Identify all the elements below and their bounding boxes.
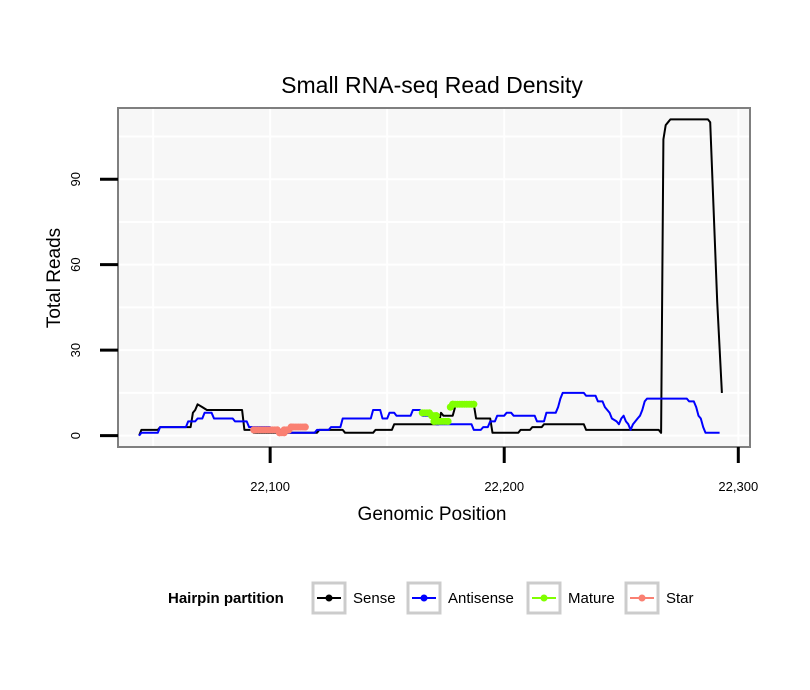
series-point-star: [301, 423, 309, 431]
legend-swatch-point-mature: [540, 594, 548, 602]
legend-swatch-point-sense: [325, 594, 333, 602]
plot-panel-background: [118, 108, 750, 447]
chart-title: Small RNA-seq Read Density: [281, 72, 583, 98]
y-tick-label: 0: [68, 432, 83, 439]
x-tick-label: 22,300: [718, 479, 758, 494]
grid-lines: [118, 108, 750, 447]
y-tick-label: 30: [68, 343, 83, 357]
legend-label-mature: Mature: [568, 590, 615, 607]
legend-label-sense: Sense: [353, 590, 396, 607]
series-point-mature: [432, 412, 440, 420]
series-line-sense: [138, 118, 723, 436]
legend-label-antisense: Antisense: [448, 590, 514, 607]
series-point-mature: [444, 417, 452, 425]
legend: Hairpin partition Sense Antisense Mature St…: [168, 581, 694, 615]
legend-items: Sense Antisense Mature Star: [311, 581, 694, 615]
legend-swatch-point-antisense: [420, 594, 428, 602]
legend-title: Hairpin partition: [168, 590, 284, 607]
x-tick-label: 22,100: [250, 479, 290, 494]
legend-item-antisense: Antisense: [406, 581, 514, 615]
legend-swatch-point-star: [638, 594, 646, 602]
series-point-mature: [470, 400, 478, 408]
y-tick-label: 90: [68, 172, 83, 186]
legend-item-sense: Sense: [311, 581, 396, 615]
axes: 22,100 22,200 22,300 0 30 60 90: [68, 172, 758, 494]
x-tick-label: 22,200: [484, 479, 524, 494]
series-line-antisense: [138, 391, 720, 437]
legend-label-star: Star: [666, 590, 694, 607]
legend-item-mature: Mature: [526, 581, 615, 615]
series-layer: [138, 118, 723, 437]
plot-panel-border: [117, 107, 751, 448]
x-axis-title: Genomic Position: [358, 504, 507, 525]
y-tick-label: 60: [68, 257, 83, 271]
legend-item-star: Star: [624, 581, 694, 615]
y-axis-title: Total Reads: [44, 228, 65, 328]
